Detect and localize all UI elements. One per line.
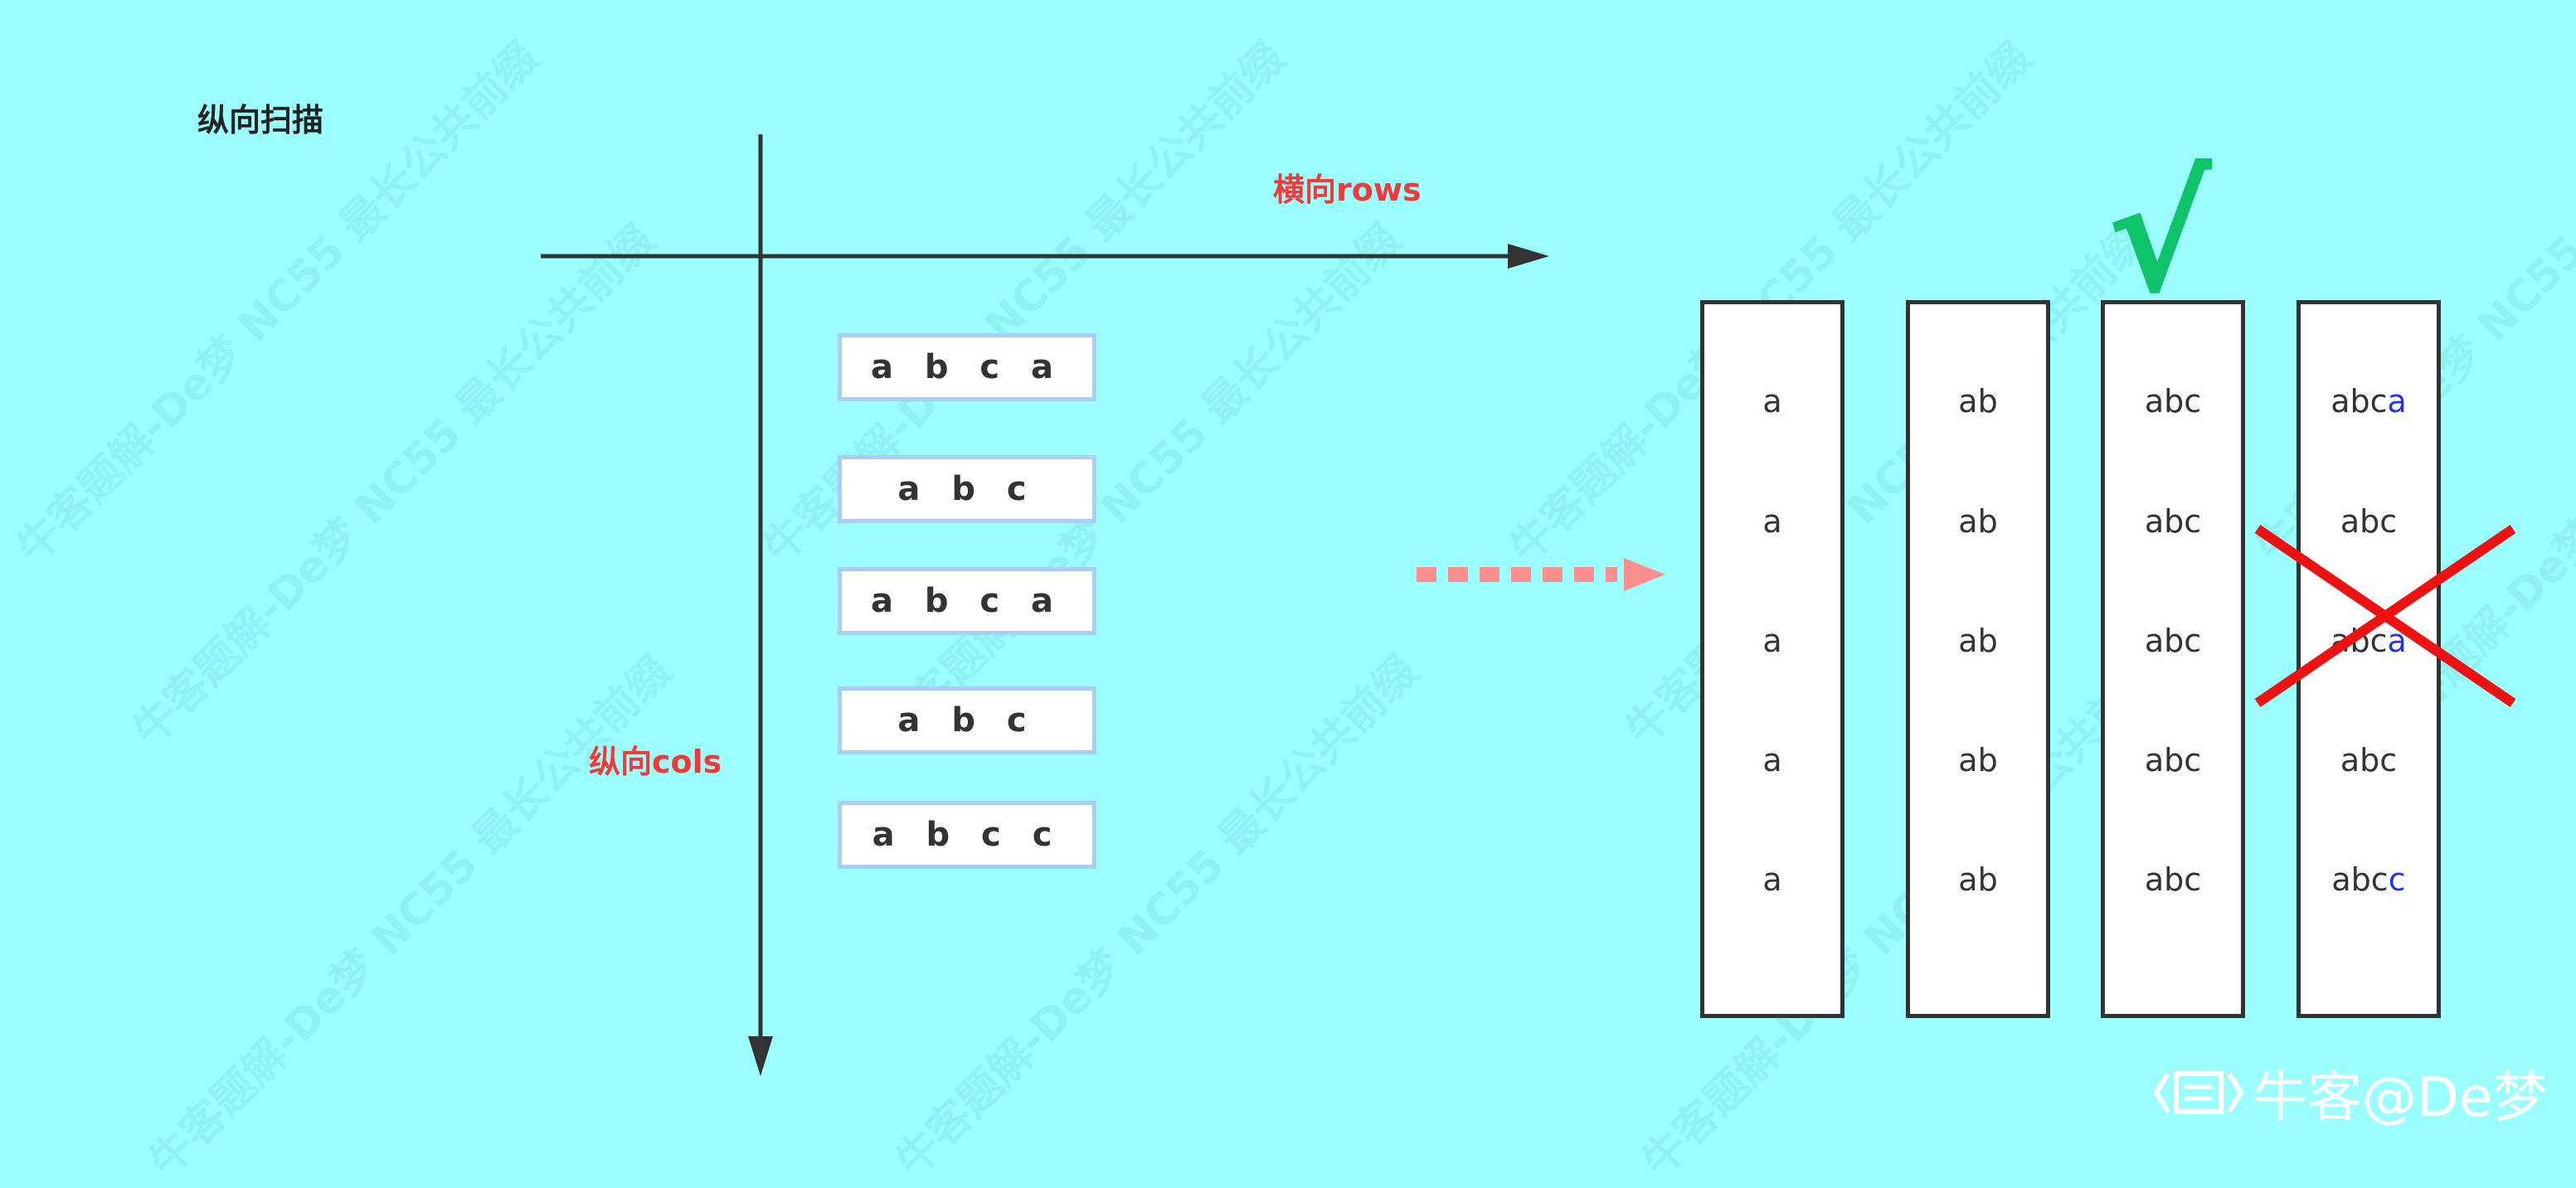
cross-mark-line-2 [2254,525,2516,707]
prefix-cell: a [1762,623,1782,659]
rows-label: 横向rows [1273,172,1422,208]
axes-svg [541,134,1665,1076]
prefix-cell: abc [2144,742,2202,778]
prefix-cell: ab [1958,861,1998,898]
prefix-cell: abca [2331,383,2407,419]
prefix-column-3: abc abc abc abc abc [2101,300,2245,1018]
prefix-cell: abc [2340,503,2398,540]
footer-credit: 牛客@De梦 [2153,1060,2547,1129]
prefix-cell: ab [1958,383,1998,419]
prefix-cell: abcc [2331,861,2406,898]
prefix-cell: abc [2144,623,2202,659]
prefix-cell: ab [1958,503,1998,540]
dashed-arrow-head [1624,558,1665,591]
string-box-1: a b c a [838,333,1096,401]
cols-label: 纵向cols [589,744,722,780]
string-box-2: a b c [838,455,1096,523]
prefix-cell: a [1762,383,1782,419]
string-box-3: a b c a [838,567,1096,635]
mismatch-char: c [2388,861,2406,898]
prefix-cell: ab [1958,623,1998,659]
prefix-cell: a [1762,742,1782,778]
prefix-cell: ab [1958,742,1998,778]
prefix-column-2: ab ab ab ab ab [1906,300,2050,1018]
string-box-4: a b c [838,686,1096,754]
horizontal-axis-arrowhead [1508,244,1549,269]
prefix-cell: abc [2340,742,2398,778]
diagram-title: 纵向扫描 [197,102,324,138]
diagram-canvas: 牛客题解-De梦 NC55 最长公共前缀 牛客题解-De梦 NC55 最长公共前缀… [7,32,2576,1186]
prefix-column-1: a a a a a [1700,300,1845,1018]
mismatch-char: a [2387,383,2407,419]
prefix-cell: a [1762,503,1782,540]
prefix-cell: abc [2144,503,2202,540]
niuke-logo-icon [2153,1071,2244,1114]
string-box-5: a b c c [838,801,1096,869]
check-mark-icon: √ [2107,144,2212,327]
vertical-axis-arrowhead [748,1036,773,1076]
prefix-cell: abc [2144,861,2202,898]
cross-svg [2254,525,2516,707]
prefix-cell: a [1762,861,1782,898]
footer-text: 牛客@De梦 [2253,1065,2548,1129]
prefix-cell: abc [2144,383,2202,419]
